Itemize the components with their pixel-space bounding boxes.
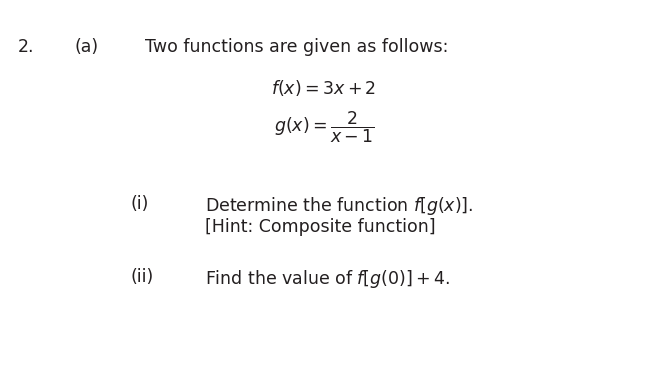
Text: (i): (i) [130, 195, 149, 213]
Text: [Hint: Composite function]: [Hint: Composite function] [205, 218, 435, 236]
Text: (a): (a) [75, 38, 99, 56]
Text: $g(x) = \dfrac{2}{x-1}$: $g(x) = \dfrac{2}{x-1}$ [274, 110, 374, 145]
Text: 2.: 2. [18, 38, 34, 56]
Text: Find the value of $f[g(0)]+4.$: Find the value of $f[g(0)]+4.$ [205, 268, 450, 290]
Text: $f(x) = 3x+2$: $f(x) = 3x+2$ [271, 78, 376, 98]
Text: (ii): (ii) [130, 268, 153, 286]
Text: Two functions are given as follows:: Two functions are given as follows: [145, 38, 448, 56]
Text: Determine the function $f[g(x)]$.: Determine the function $f[g(x)]$. [205, 195, 473, 217]
